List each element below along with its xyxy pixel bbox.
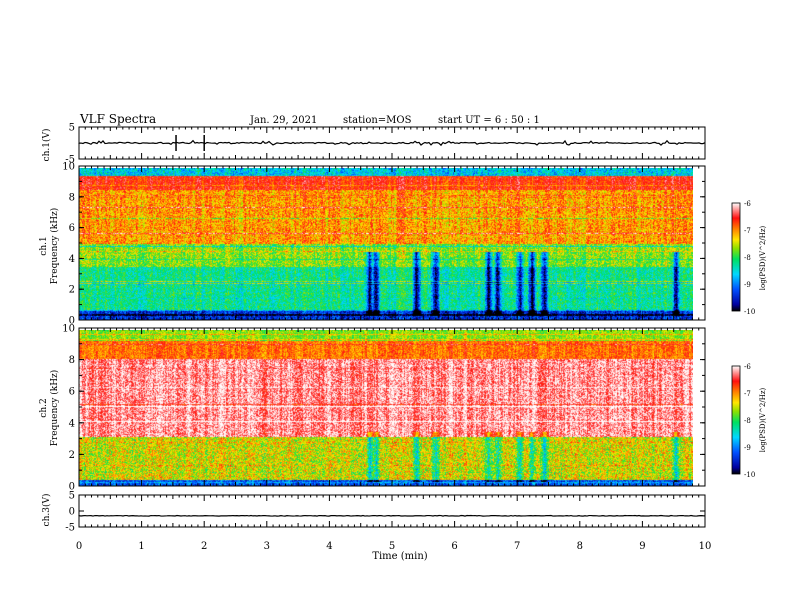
ch2-spectrogram-panel [79, 330, 693, 486]
x-tick-label: 1 [138, 541, 144, 552]
x-tick-label: 6 [451, 541, 457, 552]
ch1-spectrogram-panel [79, 168, 693, 320]
ch1-spectrogram-ytick-label: 2 [69, 285, 75, 296]
ch2-colorbar-label: log(PSD)(V^2/Hz) [759, 387, 767, 452]
ch1-spectrogram-ytick-label: 0 [69, 316, 75, 327]
ch3-waveform-ytick-label: -5 [65, 523, 75, 534]
ch1-frequency-axis-label-channel: ch.1 [39, 236, 49, 255]
x-tick-label: 10 [699, 541, 712, 552]
ch1-spectrogram-ytick-label: 8 [69, 192, 75, 203]
ch1-colorbar-tick: -6 [744, 200, 751, 208]
ch1-waveform-ytick-label: 5 [69, 123, 75, 134]
start-time-label: start UT = 6 : 50 : 1 [438, 115, 540, 126]
ch2-colorbar: -6 -7 -8 -9 -10 log(PSD)(V^2/Hz) [731, 363, 767, 479]
ch2-spectrogram-ytick-label: 4 [69, 418, 75, 429]
x-tick-label: 7 [514, 541, 520, 552]
ch1-spectrogram-image [79, 168, 693, 320]
ch1-colorbar: -6 -7 -8 -9 -10 log(PSD)(V^2/Hz) [731, 200, 767, 316]
ch2-colorbar-tick: -7 [744, 390, 751, 398]
x-axis-label: Time (min) [372, 551, 427, 562]
figure-title: VLF Spectra [79, 112, 156, 126]
ch1-colorbar-tick: -9 [744, 281, 751, 289]
ch2-spectrogram-ytick-label: 10 [62, 324, 75, 335]
ch3-waveform-ytick-label: 0 [69, 507, 75, 518]
ch2-colorbar-tick: -9 [744, 444, 751, 452]
ch1-waveform-trace [78, 139, 706, 147]
ch2-spectrogram-ytick-label: 8 [69, 355, 75, 366]
ch2-spectrogram-image [79, 330, 693, 486]
ch1-colorbar-tick: -8 [744, 254, 751, 262]
station-label: station=MOS [343, 115, 412, 126]
ch2-spectrogram-ytick-label: 2 [69, 450, 75, 461]
x-tick-label: 2 [201, 541, 207, 552]
ch2-colorbar-tick: -6 [744, 363, 751, 371]
ch1-colorbar-tick: -7 [744, 227, 751, 235]
ch2-colorbar-tick: -10 [744, 471, 755, 479]
x-tick-label: 9 [639, 541, 645, 552]
ch2-frequency-axis-label-channel: ch.2 [39, 398, 49, 417]
ch1-spectrogram-ytick-label: 10 [62, 162, 75, 173]
ch1-colorbar-gradient [731, 202, 741, 312]
x-tick-label: 3 [264, 541, 270, 552]
x-tick-label: 5 [389, 541, 395, 552]
x-tick-label: 8 [577, 541, 583, 552]
ch2-colorbar-tick: -8 [744, 417, 751, 425]
ch2-spectrogram-ytick-label: 0 [69, 482, 75, 493]
date-label: Jan. 29, 2021 [249, 115, 317, 126]
ch2-spectrogram-ytick-label: 6 [69, 387, 75, 398]
ch3-waveform-trace [78, 514, 706, 517]
ch3-voltage-axis-label: ch.3(V) [41, 494, 52, 527]
x-tick-label: 4 [326, 541, 332, 552]
ch1-spectrogram-ytick-label: 6 [69, 223, 75, 234]
ch1-colorbar-label: log(PSD)(V^2/Hz) [759, 225, 767, 290]
ch1-waveform-ytick-label: -5 [65, 155, 75, 166]
ch1-colorbar-tick: -10 [744, 308, 755, 316]
ch1-spectrogram-ytick-label: 4 [69, 254, 75, 265]
ch3-waveform-ytick-label: 5 [69, 491, 75, 502]
ch1-voltage-axis-label: ch.1(V) [41, 129, 52, 162]
x-tick-label: 0 [76, 541, 82, 552]
ch2-frequency-axis-label: Frequency (kHz) [49, 370, 60, 447]
ch1-frequency-axis-label: Frequency (kHz) [49, 208, 60, 285]
ch2-colorbar-gradient [731, 365, 741, 475]
